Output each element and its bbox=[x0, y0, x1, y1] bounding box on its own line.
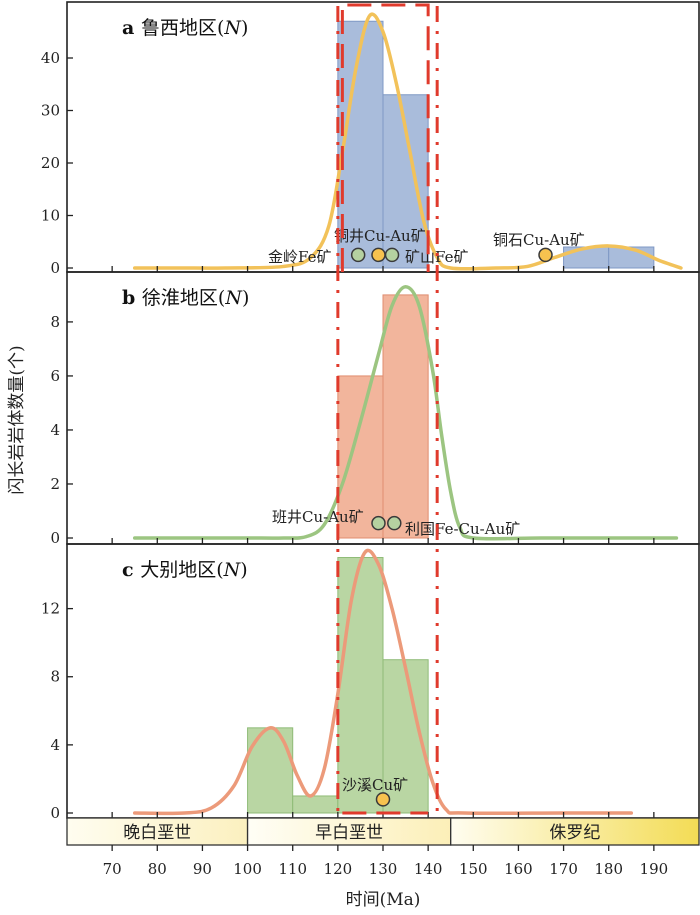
panel-c: 0 4 8 12 c 大别地区(N) bbox=[41, 543, 700, 822]
period-bar: 晚白垩世 早白垩世 侏罗纪 bbox=[66, 817, 700, 846]
y-tick-label-c-4: 4 bbox=[50, 736, 60, 754]
x-axis: 70 80 90 100 110 120 130 140 150 160 170 180 190 bbox=[103, 845, 669, 878]
period-label-0: 晚白垩世 bbox=[123, 823, 191, 843]
deposit-marker-a-2 bbox=[384, 247, 400, 263]
deposit-marker-a-3 bbox=[538, 247, 553, 263]
deposit-marker-a-1 bbox=[371, 247, 386, 263]
y-tick-label-b-2: 2 bbox=[50, 475, 60, 493]
period-2 bbox=[450, 817, 700, 846]
period-0 bbox=[66, 817, 249, 846]
deposit-label-a-2: 矿山Fe矿 bbox=[405, 248, 468, 266]
x-tick-label-120: 120 bbox=[324, 860, 353, 878]
deposit-marker-c-0 bbox=[375, 792, 391, 807]
panel-b: 0 2 4 6 8 b 徐淮地区(N) bbox=[50, 271, 700, 547]
period-label-2: 侏罗纪 bbox=[549, 823, 600, 843]
y-axis-title: 闪长岩岩体数量(个) bbox=[7, 345, 27, 494]
deposit-marker-a-0 bbox=[350, 247, 366, 263]
y-tick-label-a-40: 40 bbox=[41, 49, 60, 67]
deposit-label-a-3: 铜石Cu-Au矿 bbox=[493, 231, 585, 249]
panel-title-c: c 大别地区(N) bbox=[122, 559, 248, 581]
bar-b-130 bbox=[382, 294, 429, 539]
x-tick-label-170: 170 bbox=[549, 860, 578, 878]
y-tick-label-b-4: 4 bbox=[50, 421, 60, 439]
bar-c-110 bbox=[292, 795, 339, 814]
x-axis-title: 时间(Ma) bbox=[346, 890, 421, 910]
bar-c-120 bbox=[337, 557, 384, 814]
x-tick-label-80: 80 bbox=[148, 860, 167, 878]
y-tick-label-a-20: 20 bbox=[41, 154, 60, 172]
deposit-marker-b-0 bbox=[371, 515, 386, 531]
y-tick-label-b-6: 6 bbox=[50, 367, 60, 385]
x-tick-label-160: 160 bbox=[504, 860, 533, 878]
y-tick-label-c-0: 0 bbox=[50, 804, 60, 822]
deposit-marker-b-1 bbox=[387, 515, 402, 531]
x-tick-label-90: 90 bbox=[193, 860, 212, 878]
density-curve-c bbox=[132, 548, 634, 816]
y-tick-label-a-30: 30 bbox=[41, 102, 60, 120]
y-tick-label-c-8: 8 bbox=[50, 668, 60, 686]
panel-title-b: b 徐淮地区(N) bbox=[122, 287, 249, 309]
bar-a-170 bbox=[563, 246, 610, 269]
period-label-1: 早白垩世 bbox=[315, 823, 383, 843]
density-curve-a bbox=[132, 12, 683, 271]
x-tick-label-130: 130 bbox=[369, 860, 398, 878]
x-tick-label-140: 140 bbox=[414, 860, 443, 878]
deposit-label-a-0: 金岭Fe矿 bbox=[268, 248, 331, 266]
y-tick-label-a-10: 10 bbox=[41, 207, 60, 225]
x-tick-label-190: 190 bbox=[640, 860, 669, 878]
deposit-label-b-0: 班井Cu-Au矿 bbox=[272, 508, 364, 526]
y-tick-label-a-0: 0 bbox=[50, 259, 60, 277]
y-tick-label-b-8: 8 bbox=[50, 313, 60, 331]
x-tick-label-110: 110 bbox=[278, 860, 307, 878]
deposit-label-a-1: 铜井Cu-Au矿 bbox=[334, 227, 426, 245]
bar-b-120 bbox=[337, 375, 384, 539]
highlight-box-a bbox=[340, 3, 430, 272]
y-tick-label-c-12: 12 bbox=[41, 600, 60, 618]
x-tick-label-70: 70 bbox=[103, 860, 122, 878]
x-tick-label-150: 150 bbox=[459, 860, 488, 878]
y-tick-label-b-0: 0 bbox=[50, 529, 60, 547]
deposit-label-b-1: 利国Fe-Cu-Au矿 bbox=[405, 520, 520, 538]
x-tick-label-100: 100 bbox=[233, 860, 262, 878]
x-tick-label-180: 180 bbox=[594, 860, 623, 878]
deposit-label-c-0: 沙溪Cu矿 bbox=[342, 776, 408, 794]
panel-title-a: a 鲁西地区(N) bbox=[122, 17, 248, 39]
